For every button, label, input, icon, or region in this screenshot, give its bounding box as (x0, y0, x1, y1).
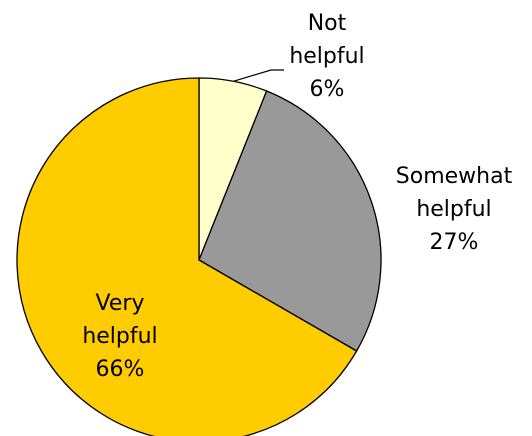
slice-name-line: helpful (416, 197, 491, 222)
slice-name-line: helpful (82, 324, 157, 349)
slice-name-line: Not (308, 11, 347, 36)
slice-percent-label: 27% (430, 230, 479, 255)
slice-percent-label: 66% (96, 357, 145, 382)
slice-labels: Not helpful 6% Somewhat helpful 27% Very helpfu… (82, 11, 512, 382)
slice-label-very-helpful: Very helpful 66% (82, 291, 157, 382)
slice-label-somewhat-helpful: Somewhat helpful 27% (396, 164, 513, 255)
pie-slice-very-helpful (16, 77, 358, 436)
slice-name-line: Somewhat (396, 164, 513, 189)
slice-percent-label: 6% (310, 77, 345, 102)
leader-line-not-helpful (233, 69, 284, 82)
slice-name-line: helpful (289, 44, 364, 69)
slice-label-not-helpful: Not helpful 6% (289, 11, 364, 102)
leader-lines (233, 69, 284, 82)
slice-name-line: Very (96, 291, 145, 316)
pie-slices (16, 77, 382, 436)
